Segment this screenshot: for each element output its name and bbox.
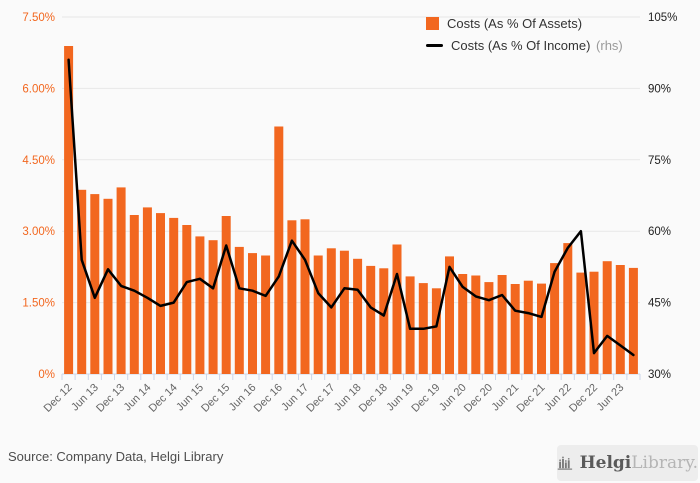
bar (156, 213, 165, 374)
right-axis-tick-label: 30% (648, 369, 671, 381)
bar (182, 225, 192, 374)
bar (510, 284, 520, 374)
bar (431, 288, 441, 374)
x-axis-tick-label: Dec 19 (409, 382, 442, 415)
income-line-swatch-icon (426, 44, 443, 47)
legend-item-income[interactable]: Costs (As % Of Income) (rhs) (426, 38, 623, 53)
bar (550, 263, 560, 374)
bar (326, 248, 336, 374)
logo-bar-chart-icon (557, 456, 573, 470)
footer: Source: Company Data, Helgi Library Helg… (0, 441, 700, 483)
x-axis-tick-label: Dec 17 (304, 382, 337, 415)
right-axis-tick-label: 60% (648, 226, 671, 238)
left-axis-tick-label: 3.00% (22, 226, 55, 238)
bar (116, 187, 126, 374)
bar (458, 274, 468, 374)
left-axis-tick-label: 0% (38, 369, 55, 381)
left-axis-tick-label: 6.00% (22, 83, 55, 95)
bar (90, 194, 100, 374)
chart-area: 0% 1.50% 3.00% 4.50% 6.00% 7.50% 30% 45% 60% 75% 9… (22, 12, 677, 415)
x-axis-tick-label: Dec 20 (462, 382, 495, 415)
right-axis-tick-label: 75% (648, 155, 671, 167)
bar (484, 282, 494, 374)
bar (208, 240, 218, 374)
logo-text-helgi: Helgi (579, 452, 632, 473)
bars-series (64, 46, 638, 374)
bar (537, 283, 546, 374)
left-axis-tick-label: 1.50% (22, 298, 55, 310)
bar (77, 189, 87, 374)
x-axis-tick-label: Jun 23 (595, 382, 627, 414)
bar (142, 207, 152, 374)
x-axis-tick-label: Dec 16 (252, 382, 285, 415)
legend-label-income: Costs (As % Of Income) (rhs) (451, 38, 623, 53)
left-axis-tick-label: 7.50% (22, 12, 55, 24)
bar (169, 217, 179, 374)
x-axis-tick-label: Dec 15 (199, 382, 232, 415)
bar (445, 256, 454, 374)
helgi-logo[interactable]: HelgiLibrary. (557, 445, 698, 481)
bar (195, 236, 205, 374)
bar (392, 244, 402, 374)
legend: Costs (As % Of Assets) Costs (As % Of In… (426, 16, 623, 53)
bar (497, 275, 507, 374)
right-axis-tick-label: 90% (648, 83, 671, 95)
logo-text: HelgiLibrary. (579, 452, 698, 473)
bar (103, 198, 113, 374)
chart-svg: 0% 1.50% 3.00% 4.50% 6.00% 7.50% 30% 45% 60% 75% 9… (22, 12, 677, 415)
bar (129, 215, 139, 374)
bar (602, 261, 612, 374)
x-axis-tick-label: Dec 14 (147, 382, 180, 415)
bar (287, 220, 297, 374)
legend-item-assets[interactable]: Costs (As % Of Assets) (426, 16, 623, 31)
assets-swatch-icon (426, 17, 439, 30)
bar (313, 255, 323, 374)
bar (64, 46, 74, 374)
legend-label-assets: Costs (As % Of Assets) (447, 16, 583, 31)
bar (234, 246, 244, 374)
bar (300, 219, 310, 374)
x-axis-tick-label: Dec 22 (567, 382, 600, 415)
left-axis-tick-label: 4.50% (22, 155, 55, 167)
logo-text-library: Library. (631, 452, 698, 473)
source-text: Source: Company Data, Helgi Library (8, 449, 224, 464)
bar (589, 271, 599, 374)
bar (274, 126, 284, 374)
right-axis-tick-label: 105% (648, 12, 677, 24)
x-axis-tick-label: Dec 21 (514, 382, 547, 415)
bar (353, 258, 363, 374)
bar (471, 275, 481, 374)
x-axis-tick-label: Dec 18 (357, 382, 390, 415)
bar (261, 255, 271, 374)
bar (576, 272, 586, 374)
bar (523, 280, 533, 374)
bar (628, 267, 638, 374)
bar (379, 268, 389, 374)
right-axis-tick-label: 45% (648, 298, 671, 310)
rhs-suffix: (rhs) (596, 38, 623, 53)
bar (339, 250, 349, 374)
bar (366, 265, 376, 374)
income-line (67, 58, 635, 357)
x-axis-tick-label: Dec 12 (42, 382, 75, 415)
bar (563, 243, 573, 374)
bar (221, 216, 231, 374)
x-axis-tick-label: Dec 13 (94, 382, 127, 415)
bar (248, 253, 257, 374)
bar (615, 265, 625, 374)
